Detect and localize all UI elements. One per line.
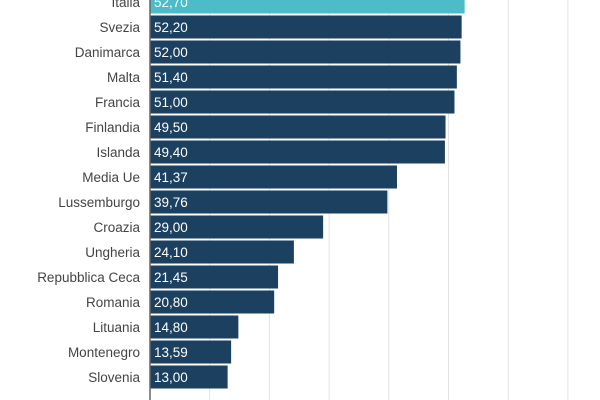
value-label: 41,37 — [154, 170, 188, 185]
value-label: 20,80 — [154, 295, 188, 310]
bar — [150, 240, 294, 264]
category-label: Finlandia — [85, 120, 140, 135]
bar — [150, 15, 462, 39]
category-label: Ungheria — [85, 245, 140, 260]
value-label: 21,45 — [154, 270, 188, 285]
bar — [150, 365, 228, 389]
category-label: Francia — [95, 95, 141, 110]
bar — [150, 340, 232, 364]
value-label: 49,40 — [154, 145, 188, 160]
category-label: Lituania — [93, 320, 141, 335]
value-label: 13,59 — [154, 345, 188, 360]
category-label: Croazia — [93, 220, 140, 235]
bar — [150, 0, 465, 14]
bar — [150, 190, 388, 214]
category-label: Malta — [107, 70, 141, 85]
category-label: Lussemburgo — [58, 195, 140, 210]
bar — [150, 90, 455, 114]
category-label: Repubblica Ceca — [37, 270, 140, 285]
value-label: 52,00 — [154, 45, 188, 60]
bar — [150, 140, 445, 164]
value-label: 13,00 — [154, 370, 188, 385]
value-label: 51,40 — [154, 70, 188, 85]
bar — [150, 40, 461, 64]
value-label: 52,20 — [154, 20, 188, 35]
bar — [150, 265, 279, 289]
bar — [150, 290, 275, 314]
bar — [150, 65, 457, 89]
value-label: 49,50 — [154, 120, 188, 135]
category-label: Svezia — [99, 20, 140, 35]
value-label: 24,10 — [154, 245, 188, 260]
value-label: 52,70 — [154, 0, 188, 10]
category-label: Montenegro — [68, 345, 140, 360]
category-label: Slovenia — [88, 370, 140, 385]
value-label: 29,00 — [154, 220, 188, 235]
bar — [150, 165, 397, 189]
value-label: 39,76 — [154, 195, 188, 210]
category-label: Romania — [86, 295, 141, 310]
bar — [150, 115, 446, 139]
bar — [150, 315, 239, 339]
category-label: Danimarca — [75, 45, 141, 60]
category-label: Islanda — [96, 145, 140, 160]
value-label: 51,00 — [154, 95, 188, 110]
bar — [150, 215, 324, 239]
value-label: 14,80 — [154, 320, 188, 335]
category-label: Media Ue — [82, 170, 140, 185]
category-label: Italia — [111, 0, 140, 10]
